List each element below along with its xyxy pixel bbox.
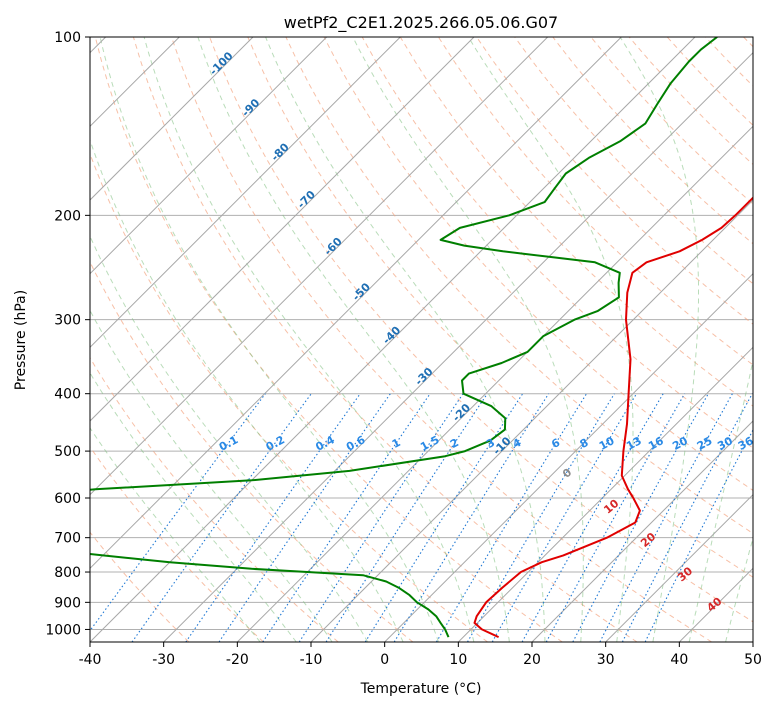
dry-adiabats <box>90 37 753 642</box>
mixing-ratio-label: 25 <box>695 434 715 453</box>
mixing-ratio-line <box>644 428 753 642</box>
mixing-ratio-line <box>364 393 524 642</box>
moist-adiabat <box>90 235 369 642</box>
moist-adiabat <box>352 37 584 642</box>
moist-adiabat <box>265 37 546 642</box>
mixing-ratio-label: 36 <box>736 434 756 453</box>
isotherm <box>90 37 401 349</box>
temperature-profile <box>473 196 753 639</box>
dry-adiabat <box>132 37 638 642</box>
mixing-ratio-label: 16 <box>646 434 666 453</box>
y-tick-label: 900 <box>54 595 81 611</box>
y-tick-label: 100 <box>54 30 81 46</box>
plot-frame <box>89 36 754 643</box>
dry-adiabat <box>90 356 339 642</box>
isotherm <box>90 37 254 201</box>
dry-adiabat <box>514 37 753 285</box>
y-tick-label: 300 <box>54 313 81 329</box>
dewpoint-profile <box>90 37 718 638</box>
x-tick-label: 30 <box>597 652 615 668</box>
isotherm <box>90 37 328 275</box>
isotherm <box>163 51 753 642</box>
x-tick-label: 50 <box>744 652 762 668</box>
mixing-ratio-label: 10 <box>597 434 617 453</box>
mixing-ratio-line <box>572 393 709 642</box>
x-axis: -40 -30 -20 -10 0 10 20 30 40 50 <box>79 642 762 668</box>
x-tick-label: 20 <box>523 652 541 668</box>
mixing-ratio-lines <box>90 393 753 642</box>
dry-adiabat <box>361 37 753 449</box>
moist-adiabat <box>90 371 297 642</box>
isotherm <box>457 346 753 642</box>
y-tick-label: 400 <box>54 387 81 403</box>
dry-adiabat <box>171 37 712 642</box>
x-tick-label: -20 <box>226 652 249 668</box>
y-axis-label: Pressure (hPa) <box>13 290 29 390</box>
dry-adiabat <box>94 37 563 642</box>
mixing-ratio-label: 13 <box>624 434 644 453</box>
y-tick-label: 1000 <box>45 622 81 638</box>
mixing-ratio-label: 20 <box>670 434 690 453</box>
isotherm <box>531 420 753 642</box>
y-axis: 100 200 300 400 500 600 700 800 900 1000 <box>45 30 90 638</box>
mixing-ratio-line <box>393 393 550 642</box>
isotherm <box>90 37 622 570</box>
plot-area: 0.1 0.2 0.4 0.6 1 1.5 2 3 4 6 8 10 13 16 20 25 30 36-100-… <box>90 37 756 642</box>
mixing-ratio-line <box>467 393 615 642</box>
x-tick-label: 40 <box>670 652 688 668</box>
mixing-ratio-label: 30 <box>715 434 735 453</box>
x-tick-label: 10 <box>449 652 467 668</box>
mixing-ratio-line <box>491 393 637 642</box>
dry-adiabat <box>247 37 753 578</box>
y-tick-label: 700 <box>54 531 81 547</box>
isotherm <box>310 199 753 642</box>
x-tick-label: -30 <box>152 652 175 668</box>
isotherm <box>605 493 753 642</box>
dry-adiabat <box>90 531 190 642</box>
moist-adiabat <box>90 138 404 642</box>
y-tick-label: 200 <box>54 208 81 224</box>
moist-adiabat <box>143 37 475 642</box>
isotherm <box>90 37 696 642</box>
mixing-ratio-line <box>545 393 686 642</box>
isotherm <box>90 37 475 422</box>
y-tick-label: 800 <box>54 565 81 581</box>
moist-adiabat <box>99 37 439 642</box>
moist-adiabat <box>619 37 699 642</box>
y-tick-label: 500 <box>54 444 81 460</box>
mixing-ratio-line <box>131 393 312 642</box>
x-tick-label: -10 <box>300 652 323 668</box>
chart-title: wetPf2_C2E1.2025.266.05.06.G07 <box>284 13 558 33</box>
mixing-ratio-line <box>325 393 488 642</box>
x-tick-label: -40 <box>79 652 102 668</box>
dry-adiabat <box>209 37 753 623</box>
isotherm <box>384 272 753 642</box>
dry-adiabat <box>90 152 488 642</box>
dry-adiabat <box>399 37 753 407</box>
sounding-profiles <box>90 37 753 639</box>
mixing-ratio-line <box>298 393 464 642</box>
isotherms <box>90 37 753 642</box>
x-tick-label: 0 <box>380 652 389 668</box>
y-tick-label: 600 <box>54 491 81 507</box>
x-axis-label: Temperature (°C) <box>360 681 482 697</box>
pressure-gridlines <box>90 37 753 630</box>
mixing-ratio-line <box>262 393 431 642</box>
mixing-ratio-line <box>435 393 587 642</box>
mixing-ratio-line <box>521 393 664 642</box>
isotherm <box>90 37 549 496</box>
